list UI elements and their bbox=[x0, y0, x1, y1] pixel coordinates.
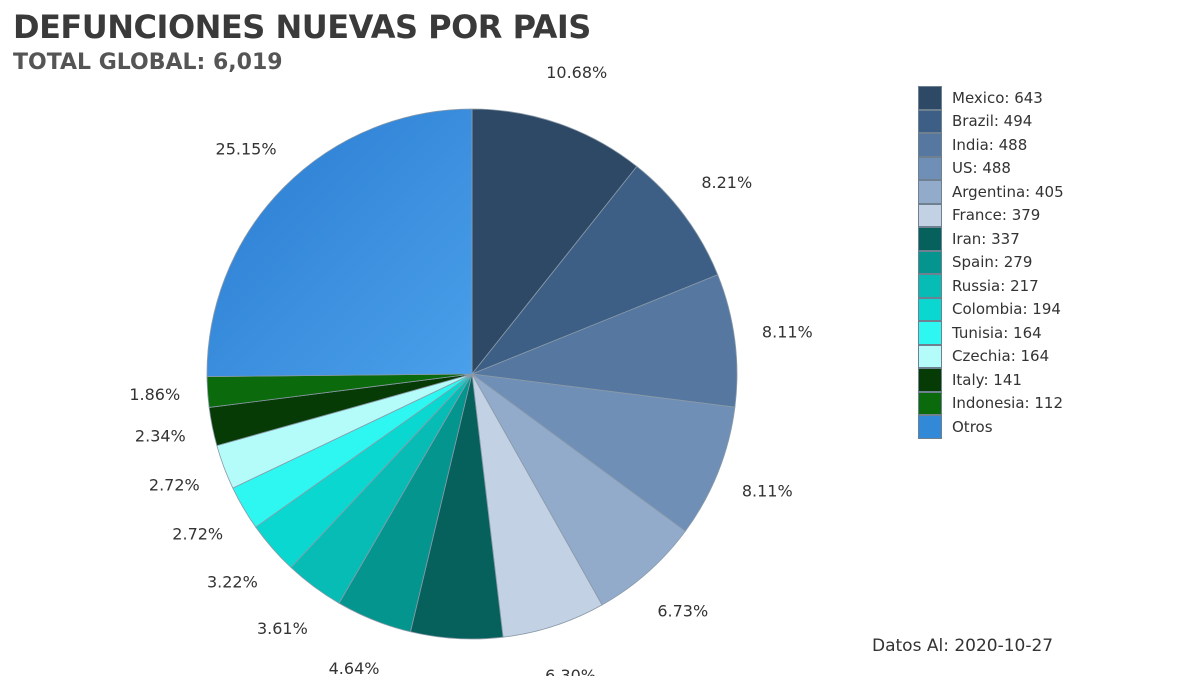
pie-slice-mexico bbox=[471, 108, 638, 376]
legend-swatch bbox=[918, 203, 942, 227]
legend-label: Argentina: 405 bbox=[952, 182, 1064, 201]
legend-label: Brazil: 494 bbox=[952, 112, 1033, 131]
pie-percent-labels: 10.68%8.21%8.11%8.11%6.73%6.30%5.60%4.64… bbox=[129, 63, 812, 676]
percent-label-france: 6.30% bbox=[545, 666, 596, 676]
pie-slice-us bbox=[470, 373, 736, 532]
legend-item-argentina: Argentina: 405 bbox=[918, 180, 1064, 204]
percent-label-spain: 4.64% bbox=[329, 659, 380, 676]
pie-slice-brazil bbox=[470, 165, 719, 375]
percent-label-brazil: 8.21% bbox=[701, 173, 752, 192]
legend-label: India: 488 bbox=[952, 135, 1028, 154]
legend-item-russia: Russia: 217 bbox=[918, 274, 1064, 298]
legend-label: Colombia: 194 bbox=[952, 300, 1061, 319]
legend-swatch bbox=[918, 227, 942, 251]
legend-item-spain: Spain: 279 bbox=[918, 250, 1064, 274]
percent-label-india: 8.11% bbox=[762, 323, 813, 342]
percent-label-italy: 2.34% bbox=[135, 427, 186, 446]
legend-swatch bbox=[918, 391, 942, 415]
pie-slice-otros bbox=[206, 108, 473, 377]
legend-item-otros: Otros bbox=[918, 415, 1064, 439]
legend-item-italy: Italy: 141 bbox=[918, 368, 1064, 392]
percent-label-russia: 3.61% bbox=[257, 619, 308, 638]
percent-label-czechia: 2.72% bbox=[149, 475, 200, 494]
legend-label: Iran: 337 bbox=[952, 229, 1020, 248]
percent-label-argentina: 6.73% bbox=[657, 602, 708, 621]
legend-swatch bbox=[918, 297, 942, 321]
legend-swatch bbox=[918, 344, 942, 368]
legend-label: Otros bbox=[952, 417, 993, 436]
legend-swatch bbox=[918, 109, 942, 133]
legend-label: Czechia: 164 bbox=[952, 347, 1050, 366]
legend-swatch bbox=[918, 274, 942, 298]
legend-label: Italy: 141 bbox=[952, 370, 1022, 389]
percent-label-us: 8.11% bbox=[742, 482, 793, 501]
pie-slice-india bbox=[470, 274, 738, 408]
pie-slices bbox=[206, 108, 738, 640]
legend-swatch bbox=[918, 156, 942, 180]
legend-item-indonesia: Indonesia: 112 bbox=[918, 391, 1064, 415]
legend-label: Indonesia: 112 bbox=[952, 394, 1063, 413]
legend-item-czechia: Czechia: 164 bbox=[918, 344, 1064, 368]
legend-item-us: US: 488 bbox=[918, 156, 1064, 180]
chart-subtitle: TOTAL GLOBAL: 6,019 bbox=[13, 50, 283, 75]
legend-label: Spain: 279 bbox=[952, 253, 1033, 272]
legend-item-iran: Iran: 337 bbox=[918, 227, 1064, 251]
chart-title: DEFUNCIONES NUEVAS POR PAIS bbox=[13, 8, 591, 46]
legend-swatch bbox=[918, 321, 942, 345]
percent-label-tunisia: 2.72% bbox=[172, 524, 223, 543]
legend-label: US: 488 bbox=[952, 159, 1011, 178]
legend-label: France: 379 bbox=[952, 206, 1041, 225]
legend-item-mexico: Mexico: 643 bbox=[918, 86, 1064, 110]
legend-swatch bbox=[918, 133, 942, 157]
percent-label-otros: 25.15% bbox=[216, 140, 277, 159]
legend-swatch bbox=[918, 368, 942, 392]
percent-label-indonesia: 1.86% bbox=[129, 385, 180, 404]
legend-swatch bbox=[918, 86, 942, 110]
legend-item-tunisia: Tunisia: 164 bbox=[918, 321, 1064, 345]
legend-item-india: India: 488 bbox=[918, 133, 1064, 157]
legend-label: Russia: 217 bbox=[952, 276, 1039, 295]
legend: Mexico: 643 Brazil: 494 India: 488 US: 488 A… bbox=[918, 86, 1064, 439]
pie-slice-argentina bbox=[471, 373, 686, 606]
legend-label: Mexico: 643 bbox=[952, 88, 1043, 107]
percent-label-colombia: 3.22% bbox=[207, 573, 258, 592]
legend-item-brazil: Brazil: 494 bbox=[918, 109, 1064, 133]
legend-swatch bbox=[918, 250, 942, 274]
percent-label-mexico: 10.68% bbox=[546, 63, 607, 82]
legend-item-colombia: Colombia: 194 bbox=[918, 297, 1064, 321]
legend-swatch bbox=[918, 180, 942, 204]
legend-item-france: France: 379 bbox=[918, 203, 1064, 227]
legend-label: Tunisia: 164 bbox=[952, 323, 1042, 342]
data-date: Datos Al: 2020-10-27 bbox=[872, 636, 1054, 656]
legend-swatch bbox=[918, 415, 942, 439]
